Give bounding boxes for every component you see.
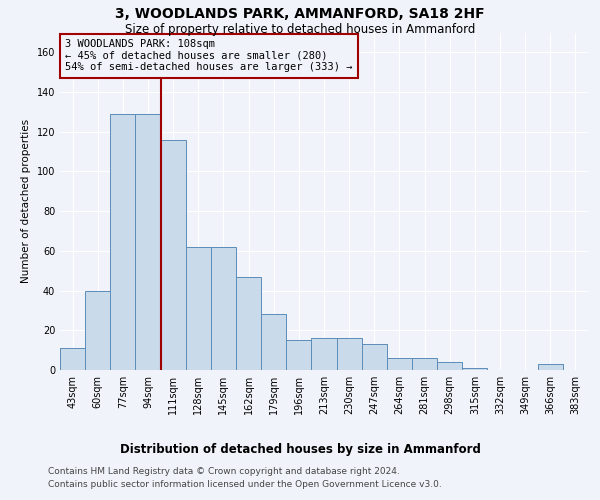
Bar	[60, 348, 85, 370]
Bar	[412, 358, 437, 370]
Bar	[261, 314, 286, 370]
Bar	[110, 114, 136, 370]
Text: 3 WOODLANDS PARK: 108sqm
← 45% of detached houses are smaller (280)
54% of semi-: 3 WOODLANDS PARK: 108sqm ← 45% of detach…	[65, 40, 353, 72]
Text: 3, WOODLANDS PARK, AMMANFORD, SA18 2HF: 3, WOODLANDS PARK, AMMANFORD, SA18 2HF	[115, 8, 485, 22]
Bar	[462, 368, 487, 370]
Bar	[186, 247, 211, 370]
Bar	[337, 338, 362, 370]
Y-axis label: Number of detached properties: Number of detached properties	[21, 119, 31, 284]
Text: Contains HM Land Registry data © Crown copyright and database right 2024.: Contains HM Land Registry data © Crown c…	[48, 468, 400, 476]
Bar	[538, 364, 563, 370]
Bar	[161, 140, 186, 370]
Bar	[311, 338, 337, 370]
Bar	[236, 276, 261, 370]
Text: Size of property relative to detached houses in Ammanford: Size of property relative to detached ho…	[125, 22, 475, 36]
Bar	[362, 344, 387, 370]
Bar	[437, 362, 462, 370]
Bar	[286, 340, 311, 370]
Bar	[387, 358, 412, 370]
Text: Distribution of detached houses by size in Ammanford: Distribution of detached houses by size …	[119, 442, 481, 456]
Bar	[211, 247, 236, 370]
Bar	[136, 114, 161, 370]
Text: Contains public sector information licensed under the Open Government Licence v3: Contains public sector information licen…	[48, 480, 442, 489]
Bar	[85, 290, 110, 370]
